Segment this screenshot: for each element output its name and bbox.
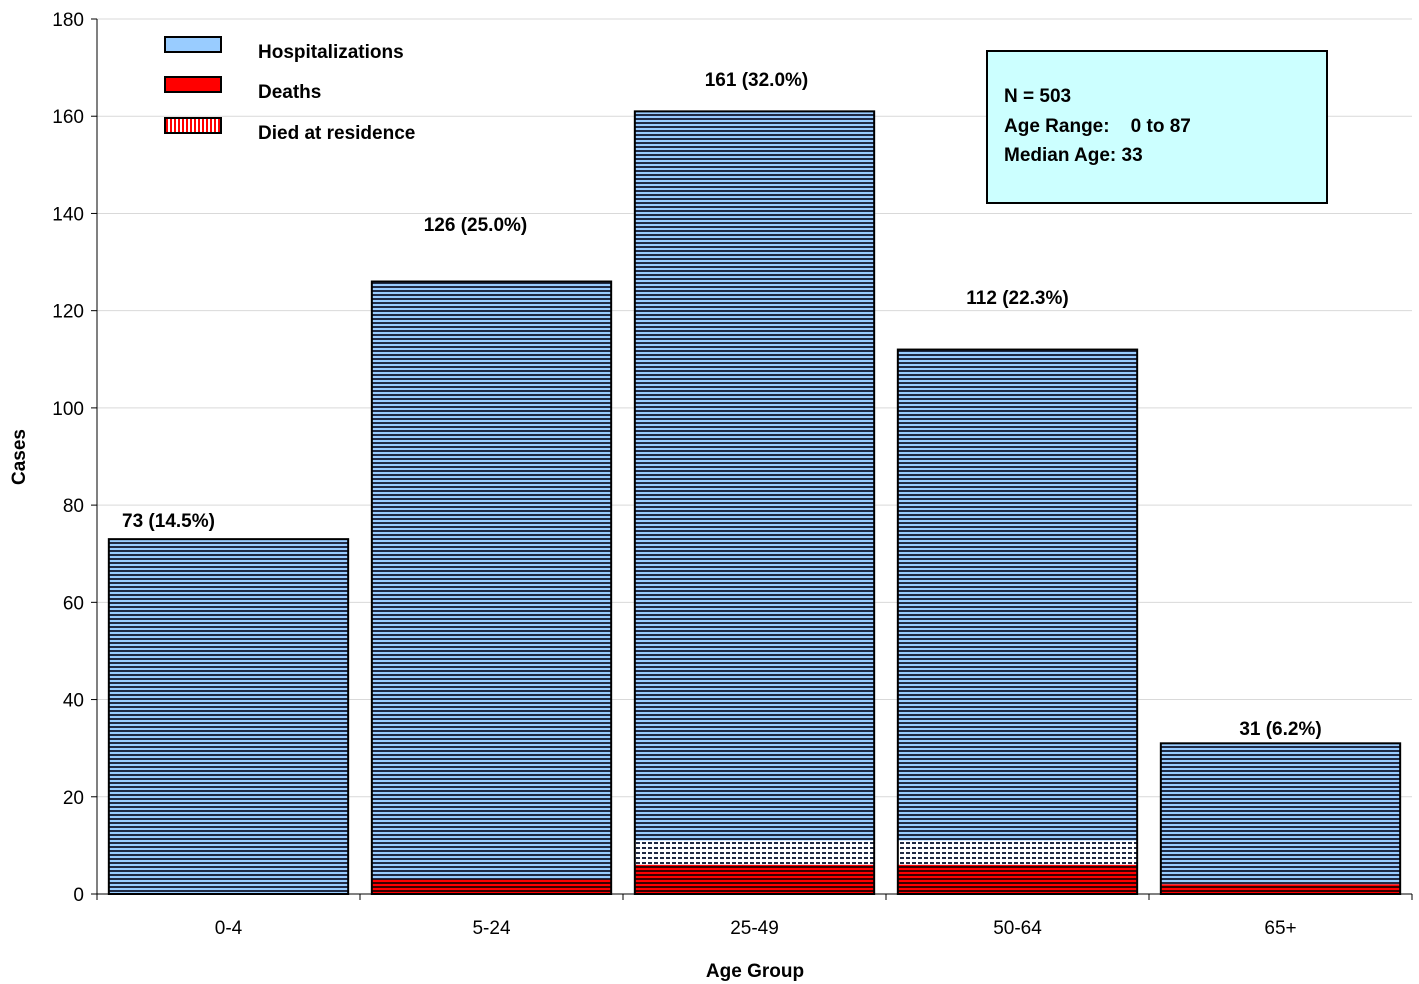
y-tick-label-60: 60	[63, 593, 84, 614]
bar-died-at-residence-25-49	[634, 840, 875, 865]
stats-line-n: N = 503	[1004, 86, 1071, 107]
data-label-50-64: 112 (22.3%)	[966, 288, 1068, 309]
legend: Hospitalizations Deaths Died at residence	[164, 36, 415, 144]
bar-deaths-25-49	[634, 864, 875, 894]
stats-box: N = 503 Age Range: 0 to 87 Median Age: 3…	[986, 50, 1328, 204]
bar-hospitalizations-0-4	[108, 539, 349, 894]
legend-label-0: Hospitalizations	[258, 42, 404, 63]
data-label-5-24: 126 (25.0%)	[424, 215, 528, 236]
y-tick-label-180: 180	[52, 10, 84, 31]
y-tick-label-100: 100	[52, 399, 84, 420]
stats-line-median-age: Median Age: 33	[1004, 145, 1143, 166]
y-tick-label-140: 140	[52, 204, 84, 225]
y-tick-label-160: 160	[52, 107, 84, 128]
x-tick-label-50-64: 50-64	[993, 918, 1042, 939]
bar-deaths-50-64	[897, 864, 1138, 894]
bars	[107, 110, 1402, 896]
y-tick-label-20: 20	[63, 788, 84, 809]
x-tick-label-5-24: 5-24	[472, 918, 510, 939]
bar-died-at-residence-50-64	[897, 840, 1138, 865]
data-label-0-4: 73 (14.5%)	[122, 511, 215, 532]
x-axis-title: Age Group	[706, 961, 804, 982]
axes: 0 20 40 60 80 100 120 140 160 180 0-4 5-24 25-49 50-6…	[52, 10, 1413, 939]
legend-swatch-2	[164, 117, 222, 134]
data-label-25-49: 161 (32.0%)	[705, 70, 809, 91]
y-tick-label-80: 80	[63, 496, 84, 517]
y-tick-label-40: 40	[63, 691, 84, 712]
stats-box-background	[986, 50, 1328, 204]
stats-line-age-range: Age Range: 0 to 87	[1004, 116, 1191, 137]
bar-hospitalizations-50-64	[897, 349, 1138, 894]
bar-hospitalizations-65+	[1160, 743, 1401, 894]
legend-swatch-1	[164, 76, 222, 93]
y-axis-title: Cases	[9, 429, 30, 485]
x-tick-label-65+: 65+	[1264, 918, 1296, 939]
x-tick-label-0-4: 0-4	[215, 918, 243, 939]
data-labels: 73 (14.5%) 126 (25.0%) 161 (32.0%) 112 (22.…	[122, 70, 1322, 740]
y-tick-label-120: 120	[52, 302, 84, 323]
bar-deaths-5-24	[371, 879, 612, 894]
y-tick-label-0: 0	[73, 885, 84, 906]
data-label-65+: 31 (6.2%)	[1239, 719, 1321, 740]
bar-deaths-65+	[1160, 884, 1401, 894]
legend-swatch-0	[164, 36, 222, 53]
bar-hospitalizations-25-49	[634, 111, 875, 895]
x-tick-label-25-49: 25-49	[730, 918, 779, 939]
legend-label-1: Deaths	[258, 82, 321, 103]
legend-label-2: Died at residence	[258, 123, 415, 144]
bar-hospitalizations-5-24	[371, 281, 612, 894]
